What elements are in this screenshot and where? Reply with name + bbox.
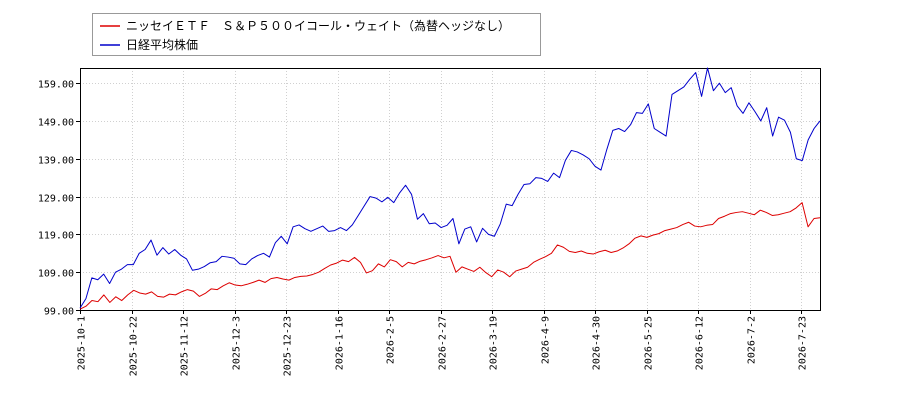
y-tick-label: 159.00 [38, 80, 74, 91]
legend-label-sp500: ニッセイＥＴＦ Ｓ＆Ｐ５００イコール・ウェイト（為替ヘッジなし） [126, 19, 510, 33]
legend-label-nikkei: 日経平均株価 [126, 37, 198, 52]
x-tick-label: 2026-6-12 [695, 316, 706, 370]
x-tick-label: 2025-11-12 [180, 316, 191, 376]
legend-box [92, 13, 541, 56]
x-tick-label: 2025-10-1 [77, 316, 88, 370]
x-tick-label: 2025-12-3 [232, 316, 243, 370]
x-tick-label: 2025-10-22 [129, 316, 140, 376]
x-tick-label: 2026-2-27 [438, 316, 449, 370]
plot-area-frame [80, 68, 821, 311]
x-tick-label: 2026-1-16 [335, 316, 346, 370]
series-line-1 [79, 67, 821, 309]
y-tick-label: 149.00 [38, 118, 74, 129]
x-tick-label: 2026-4-9 [541, 316, 552, 364]
series-line-0 [79, 202, 821, 310]
x-tick-label: 2026-7-2 [747, 316, 758, 364]
y-axis: 99.00 109.00 119.00 129.00 139.00 149.00 159.0… [38, 80, 80, 318]
x-tick-label: 2026-4-30 [592, 316, 603, 370]
x-axis: 2025-10-1 2025-10-22 2025-11-12 2025-12-3 20… [77, 310, 809, 376]
x-tick-label: 2025-12-23 [283, 316, 294, 376]
grid-lines [80, 68, 820, 311]
y-tick-label: 109.00 [38, 269, 74, 280]
y-tick-label: 99.00 [44, 307, 74, 318]
x-tick-label: 2026-7-23 [798, 316, 809, 370]
x-tick-label: 2026-5-25 [644, 316, 655, 370]
x-tick-label: 2026-2-5 [386, 316, 397, 364]
y-tick-label: 139.00 [38, 156, 74, 167]
legend: ニッセイＥＴＦ Ｓ＆Ｐ５００イコール・ウェイト（為替ヘッジなし） 日経平均株価 [92, 13, 541, 56]
y-tick-label: 119.00 [38, 231, 74, 242]
x-tick-label: 2026-3-19 [489, 316, 500, 370]
y-tick-label: 129.00 [38, 194, 74, 205]
series-lines [79, 67, 821, 310]
